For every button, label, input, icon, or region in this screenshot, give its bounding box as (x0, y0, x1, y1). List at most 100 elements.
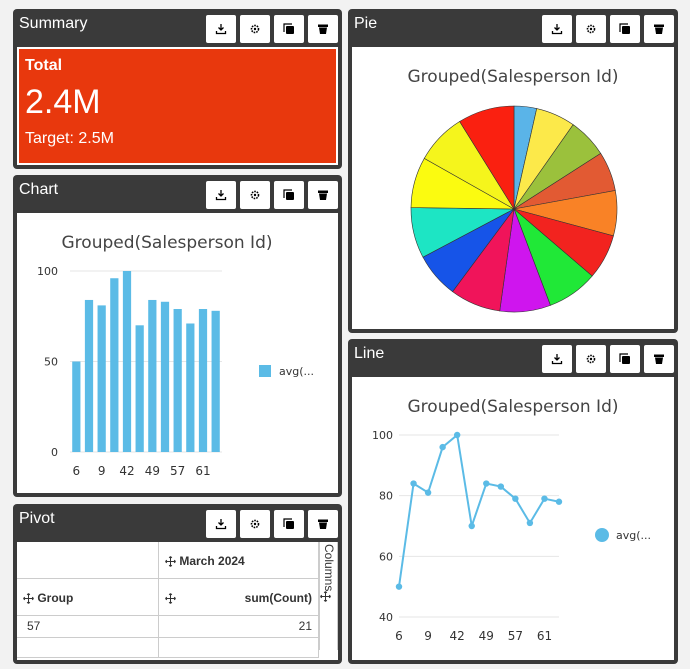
y-tick-label: 40 (379, 611, 393, 624)
panel-title: Summary (19, 15, 88, 32)
download-button[interactable] (542, 15, 572, 43)
data-point (497, 483, 505, 490)
summary-value: 2.4M (25, 83, 101, 121)
copy-button[interactable] (274, 181, 304, 209)
toolbar (206, 181, 338, 209)
summary-card[interactable]: Total 2.4M Target: 2.5M (19, 49, 336, 163)
pie-header: Pie (350, 11, 676, 45)
download-icon (215, 190, 227, 201)
copy-button[interactable] (274, 15, 304, 43)
copy-icon (283, 518, 294, 529)
summary-body: Total 2.4M Target: 2.5M (17, 47, 338, 165)
bar-chart: 0 50 100 6 9 42 49 57 61 avg(... (37, 265, 314, 478)
delete-button[interactable] (308, 15, 338, 43)
settings-button[interactable] (576, 15, 606, 43)
bar (186, 323, 195, 452)
settings-button[interactable] (240, 15, 270, 43)
panel-title: Pivot (19, 510, 55, 527)
column-header-label: March 2024 (179, 554, 245, 568)
table-row-group-cell: 57 (17, 616, 159, 638)
data-point (555, 498, 563, 505)
delete-button[interactable] (644, 15, 674, 43)
data-point (468, 522, 475, 530)
x-tick-label: 9 (424, 629, 432, 643)
y-tick-label: 100 (37, 265, 58, 278)
pivot-body: March 2024 Columns Group sum(Count) 57 2… (17, 542, 338, 660)
chart-body: Grouped(Salesperson Id) 0 50 100 6 9 42 49 57 61… (17, 213, 338, 493)
copy-button[interactable] (274, 510, 304, 538)
copy-button[interactable] (610, 15, 640, 43)
bar (122, 271, 132, 452)
x-tick-label: 49 (479, 629, 494, 643)
table-row-empty (17, 638, 159, 658)
download-button[interactable] (206, 15, 236, 43)
pivot-header: Pivot (15, 506, 340, 540)
copy-icon (619, 23, 630, 34)
pie-chart (410, 105, 618, 313)
bar (173, 309, 182, 452)
pie-body: Grouped(Salesperson Id) (352, 47, 674, 329)
data-point (410, 480, 417, 487)
summary-header: Summary (15, 11, 340, 45)
trash-icon (318, 24, 328, 34)
columns-drop-zone[interactable]: Columns (319, 542, 338, 650)
bar (198, 309, 208, 452)
panel-title: Chart (19, 181, 59, 198)
copy-button[interactable] (610, 345, 640, 373)
row-header-label: Group (37, 591, 74, 605)
settings-button[interactable] (240, 181, 270, 209)
bar (72, 361, 81, 452)
trash-icon (318, 190, 328, 200)
pivot-row-header[interactable]: Group (17, 579, 159, 616)
settings-button[interactable] (240, 510, 270, 538)
download-icon (215, 519, 227, 530)
pivot-table: March 2024 Columns Group sum(Count) 57 2… (17, 542, 338, 660)
columns-label: Columns (322, 544, 336, 592)
bar (135, 325, 144, 452)
pie-panel: Pie Grouped(Salesperson Id) (348, 9, 678, 333)
move-icon[interactable] (23, 593, 34, 605)
copy-icon (283, 189, 294, 200)
pivot-measure-header[interactable]: sum(Count) (159, 579, 319, 616)
bar (84, 299, 94, 452)
x-tick-label: 9 (98, 464, 106, 478)
bar-chart-title: Grouped(Salesperson Id) (61, 233, 273, 253)
legend-label: avg(... (279, 365, 314, 378)
data-point (541, 495, 548, 502)
bar (97, 305, 106, 452)
download-button[interactable] (542, 345, 572, 373)
panel-title: Pie (354, 15, 378, 32)
settings-button[interactable] (576, 345, 606, 373)
move-icon[interactable] (165, 556, 176, 568)
series-line (398, 433, 560, 587)
download-button[interactable] (206, 510, 236, 538)
pivot-corner (17, 542, 159, 579)
data-point (453, 431, 461, 439)
x-tick-label: 57 (170, 464, 185, 478)
pivot-column-header[interactable]: March 2024 (159, 542, 319, 579)
data-point (439, 443, 446, 451)
pie-slice (459, 105, 515, 211)
download-icon (551, 354, 563, 365)
bar (160, 301, 170, 452)
data-point (483, 480, 490, 487)
x-tick-label: 61 (537, 629, 552, 643)
move-icon[interactable] (165, 593, 176, 605)
line-body: Grouped(Salesperson Id) 40 60 80 100 6 9 42 49 5… (352, 377, 674, 660)
gear-icon (250, 24, 260, 34)
data-point (395, 583, 403, 590)
toolbar (206, 15, 338, 43)
gear-icon (586, 354, 596, 364)
download-button[interactable] (206, 181, 236, 209)
data-point (512, 495, 519, 502)
x-tick-label: 6 (73, 464, 81, 478)
table-row-empty (159, 638, 319, 658)
move-icon[interactable] (320, 591, 331, 603)
download-icon (551, 24, 563, 35)
chart-panel: Chart Grouped(Salesperson Id) 0 50 100 6 9 42… (13, 175, 342, 497)
bar (211, 310, 220, 452)
rows-move-handle[interactable] (320, 589, 331, 603)
delete-button[interactable] (308, 510, 338, 538)
delete-button[interactable] (308, 181, 338, 209)
delete-button[interactable] (644, 345, 674, 373)
